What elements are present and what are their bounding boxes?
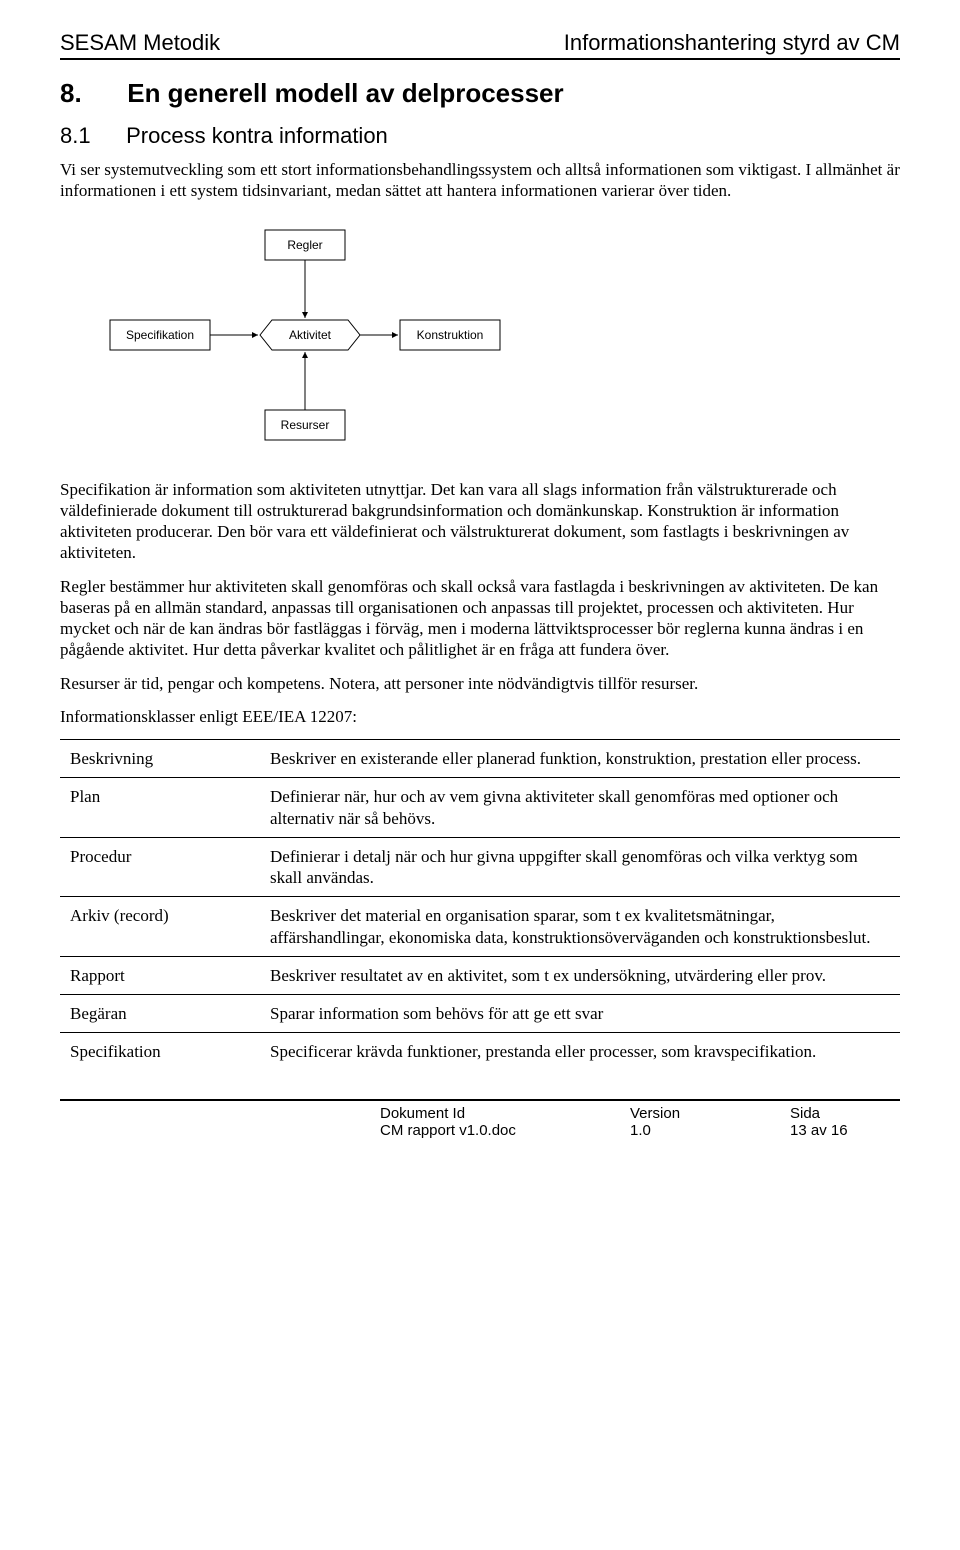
page-footer: Dokument Id CM rapport v1.0.doc Version … [60, 1099, 900, 1139]
subsection-heading: 8.1 Process kontra information [60, 123, 900, 149]
footer-docid-label: Dokument Id [380, 1105, 630, 1122]
info-class-table: Beskrivning Beskriver en existerande ell… [60, 739, 900, 1071]
page-header: SESAM Metodik Informationshantering styr… [60, 30, 900, 60]
footer-version-value: 1.0 [630, 1122, 790, 1139]
node-specifikation-label: Specifikation [126, 328, 194, 342]
node-resurser-label: Resurser [281, 418, 330, 432]
desc-cell: Beskriver resultatet av en aktivitet, so… [260, 956, 900, 994]
table-row: Procedur Definierar i detalj när och hur… [60, 837, 900, 897]
node-konstruktion-label: Konstruktion [417, 328, 484, 342]
desc-cell: Beskriver en existerande eller planerad … [260, 740, 900, 778]
term-cell: Arkiv (record) [60, 897, 260, 957]
table-row: Arkiv (record) Beskriver det material en… [60, 897, 900, 957]
desc-cell: Sparar information som behövs för att ge… [260, 995, 900, 1033]
paragraph: Regler bestämmer hur aktiviteten skall g… [60, 576, 900, 661]
node-regler-label: Regler [287, 238, 322, 252]
footer-docid-value: CM rapport v1.0.doc [380, 1122, 630, 1139]
table-row: Specifikation Specificerar krävda funkti… [60, 1033, 900, 1071]
desc-cell: Definierar när, hur och av vem givna akt… [260, 778, 900, 838]
document-page: SESAM Metodik Informationshantering styr… [0, 0, 960, 1159]
table-row: Begäran Sparar information som behövs fö… [60, 995, 900, 1033]
table-row: Beskrivning Beskriver en existerande ell… [60, 740, 900, 778]
footer-page-value: 13 av 16 [790, 1122, 900, 1139]
header-left: SESAM Metodik [60, 30, 220, 56]
subsection-number: 8.1 [60, 123, 120, 149]
section-number: 8. [60, 78, 120, 109]
table-row: Rapport Beskriver resultatet av en aktiv… [60, 956, 900, 994]
term-cell: Rapport [60, 956, 260, 994]
footer-version-label: Version [630, 1105, 790, 1122]
header-right: Informationshantering styrd av CM [564, 30, 900, 56]
process-diagram: Regler Specifikation Aktivitet Konstrukt… [90, 220, 900, 455]
term-cell: Beskrivning [60, 740, 260, 778]
desc-cell: Definierar i detalj när och hur givna up… [260, 837, 900, 897]
table-row: Plan Definierar när, hur och av vem givn… [60, 778, 900, 838]
paragraph: Resurser är tid, pengar och kompetens. N… [60, 673, 900, 694]
section-heading: 8. En generell modell av delprocesser [60, 78, 900, 109]
term-cell: Plan [60, 778, 260, 838]
section-title: En generell modell av delprocesser [127, 78, 563, 108]
term-cell: Specifikation [60, 1033, 260, 1071]
subsection-title: Process kontra information [126, 123, 388, 148]
paragraph: Specifikation är information som aktivit… [60, 479, 900, 564]
term-cell: Begäran [60, 995, 260, 1033]
desc-cell: Beskriver det material en organisation s… [260, 897, 900, 957]
footer-page-label: Sida [790, 1105, 900, 1122]
term-cell: Procedur [60, 837, 260, 897]
node-aktivitet-label: Aktivitet [289, 328, 332, 342]
desc-cell: Specificerar krävda funktioner, prestand… [260, 1033, 900, 1071]
flowchart-svg: Regler Specifikation Aktivitet Konstrukt… [90, 220, 520, 450]
paragraph: Informationsklasser enligt EEE/IEA 12207… [60, 706, 900, 727]
paragraph: Vi ser systemutveckling som ett stort in… [60, 159, 900, 202]
